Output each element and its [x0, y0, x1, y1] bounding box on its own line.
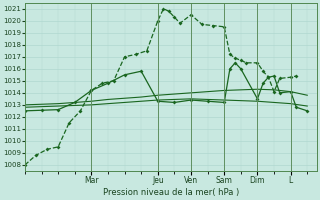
X-axis label: Pression niveau de la mer( hPa ): Pression niveau de la mer( hPa ) — [103, 188, 239, 197]
